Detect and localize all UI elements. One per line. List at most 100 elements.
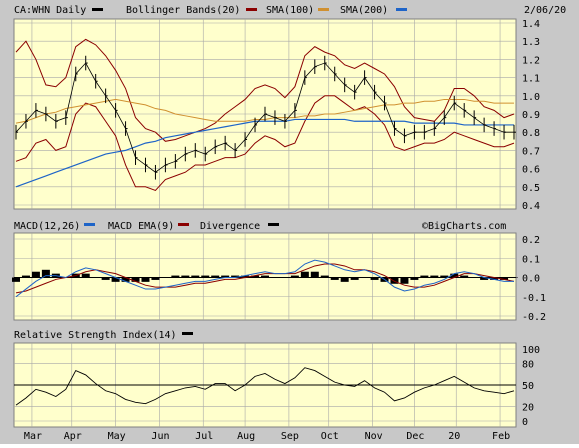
y-tick-label: 1.4 — [522, 19, 540, 30]
y-tick-label: -0.1 — [522, 293, 546, 304]
divergence-bar — [251, 275, 260, 278]
y-tick-label: 0 — [522, 417, 528, 428]
divergence-bar — [430, 275, 439, 278]
y-tick-label: 0.8 — [522, 128, 540, 139]
divergence-bar — [241, 275, 250, 278]
divergence-bar — [480, 277, 489, 280]
price-line — [15, 62, 514, 173]
x-tick-label: Aug — [237, 431, 255, 442]
y-tick-label: 0.6 — [522, 165, 540, 176]
y-tick-label: -0.2 — [522, 312, 546, 323]
legend-label-macd: MACD(12,26) — [14, 221, 80, 232]
x-tick-label: 20 — [448, 431, 460, 442]
divergence-bar — [101, 277, 110, 280]
legend-label-rsi: Relative Strength Index(14) — [14, 330, 177, 341]
y-tick-label: 1.3 — [522, 37, 540, 48]
divergence-bar — [41, 269, 50, 278]
x-tick-label: Nov — [365, 431, 383, 442]
y-tick-label: 0.1 — [522, 254, 540, 265]
divergence-bar — [300, 271, 309, 278]
legend-label-macd-ema: MACD EMA(9) — [108, 221, 174, 232]
rsi-series — [15, 367, 515, 406]
legend-label-sma100: SMA(100) — [266, 5, 314, 16]
divergence-bar — [330, 277, 339, 280]
divergence-bar — [261, 275, 269, 278]
divergence-bar — [440, 275, 449, 278]
y-tick-label: 0.4 — [522, 201, 540, 212]
legend-swatch-macd-ema — [178, 223, 189, 226]
divergence-bar — [12, 277, 20, 282]
rsi-line — [15, 367, 515, 406]
y-tick-labels: 0.4 0.5 0.6 0.7 0.8 0.9 1.0 1.1 1.2 1.3 1.4 0.2 0.1 0… — [522, 19, 546, 428]
y-tick-label: 100 — [522, 345, 540, 356]
price-date-label: 2/06/20 — [524, 5, 566, 16]
watermark: ©BigCharts.com — [422, 221, 506, 232]
y-tick-label: 20 — [522, 403, 534, 414]
y-tick-label: 0.0 — [522, 274, 540, 285]
legend-swatch-divergence — [268, 223, 279, 226]
price-legend: CA:WHN Daily Bollinger Bands(20) SMA(100… — [14, 5, 566, 16]
macd-line — [15, 259, 514, 298]
divergence-bar — [320, 275, 329, 278]
divergence-bar — [310, 271, 319, 278]
x-tick-label: Feb — [492, 431, 510, 442]
legend-swatch-sma100 — [318, 8, 329, 11]
divergence-bar — [350, 277, 359, 280]
y-tick-label: 1.2 — [522, 55, 540, 66]
x-tick-label: Dec — [406, 431, 424, 442]
divergence-bar — [420, 275, 429, 278]
legend-swatch-bollinger — [246, 8, 257, 11]
y-tick-label: 50 — [522, 381, 534, 392]
x-tick-label: Oct — [321, 431, 339, 442]
x-tick-label: Mar — [24, 431, 42, 442]
price-series — [15, 38, 516, 192]
y-tick-label: 80 — [522, 359, 534, 370]
divergence-bar — [141, 277, 150, 282]
y-tick-label: 0.9 — [522, 110, 540, 121]
divergence-bar — [31, 271, 40, 278]
legend-label-divergence: Divergence — [200, 221, 260, 232]
divergence-bar — [201, 275, 210, 278]
bollinger-lower — [15, 95, 515, 192]
divergence-bar — [151, 277, 160, 280]
x-tick-labels: Mar Apr May Jun Jul Aug Sep Oct Nov Dec 20 Feb — [24, 431, 510, 442]
divergence-bar — [390, 277, 399, 284]
divergence-bar — [111, 277, 120, 282]
legend-swatch-rsi — [182, 332, 193, 335]
divergence-bar — [21, 275, 30, 278]
x-tick-label: Jun — [151, 431, 169, 442]
divergence-bar — [121, 277, 130, 282]
y-tick-label: 1.1 — [522, 74, 540, 85]
y-tick-label: 1.0 — [522, 92, 540, 103]
divergence-bar — [510, 277, 518, 278]
x-tick-label: May — [108, 431, 126, 442]
divergence-bar — [450, 273, 459, 278]
divergence-bar — [400, 277, 409, 284]
divergence-bar — [360, 277, 369, 278]
legend-label-ticker: CA:WHN Daily — [14, 5, 86, 16]
divergence-bar — [280, 277, 289, 278]
divergence-bar — [161, 277, 170, 278]
divergence-bar — [340, 277, 349, 282]
divergence-bar — [270, 277, 279, 278]
divergence-bar — [91, 277, 100, 278]
divergence-bar — [500, 277, 509, 280]
y-tick-label: 0.7 — [522, 146, 540, 157]
divergence-bar — [410, 277, 419, 280]
y-tick-label: 0.2 — [522, 235, 540, 246]
divergence-bar — [171, 275, 180, 278]
divergence-bar — [211, 275, 220, 278]
legend-swatch-sma200 — [396, 8, 407, 11]
divergence-bar — [81, 273, 90, 278]
legend-label-bollinger: Bollinger Bands(20) — [126, 5, 240, 16]
macd-series — [12, 259, 518, 298]
x-tick-label: Sep — [281, 431, 299, 442]
divergence-bar — [470, 277, 479, 278]
legend-label-sma200: SMA(200) — [340, 5, 388, 16]
legend-swatch-macd — [84, 223, 95, 226]
bollinger-upper — [15, 38, 515, 142]
macd-ema-line — [15, 263, 515, 294]
divergence-bar — [290, 275, 299, 278]
x-tick-label: Jul — [195, 431, 213, 442]
